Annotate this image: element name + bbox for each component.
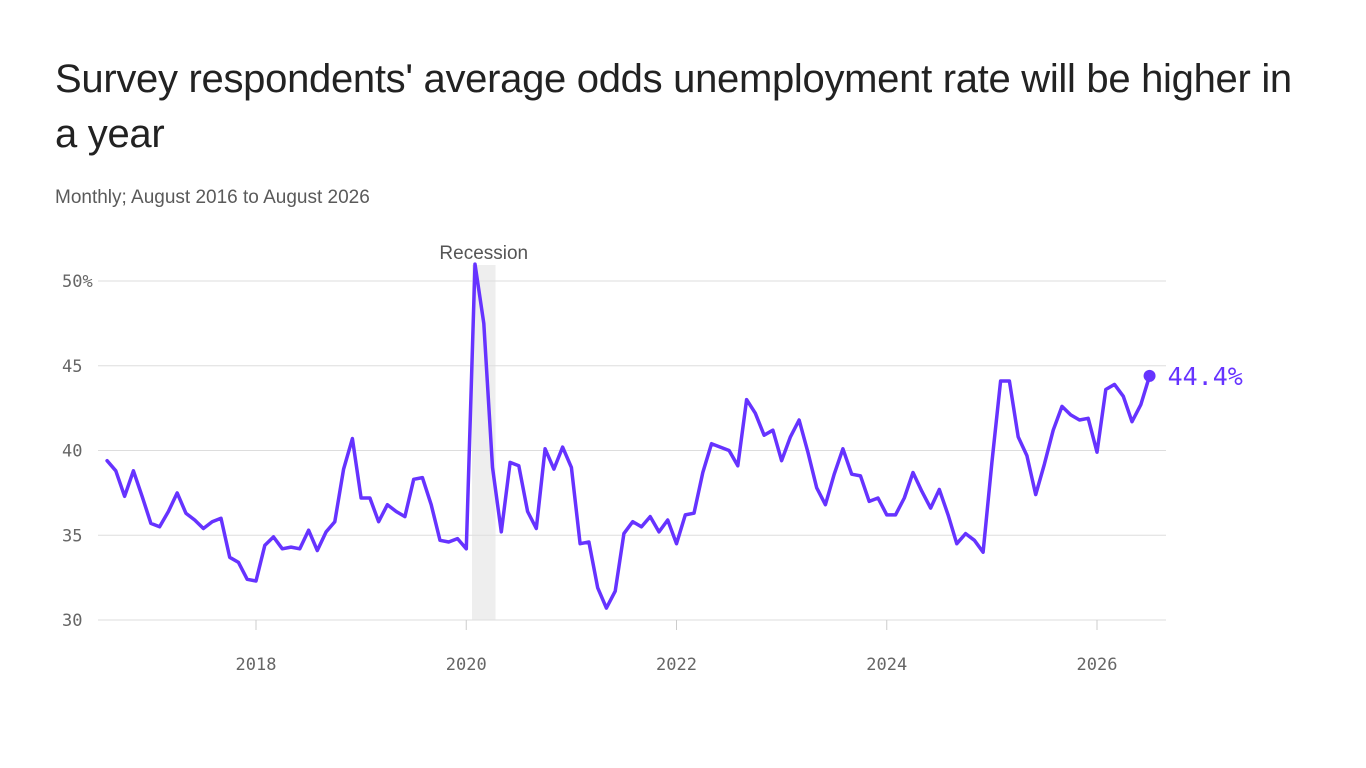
x-tick-label: 2020 bbox=[446, 655, 487, 675]
x-axis: 2018 2020 2022 2024 2026 bbox=[236, 620, 1118, 675]
chart-subtitle: Monthly; August 2016 to August 2026 bbox=[55, 187, 370, 208]
recession-band bbox=[472, 265, 496, 620]
y-tick-label: 45 bbox=[62, 357, 82, 377]
y-tick-label: 35 bbox=[62, 526, 82, 546]
recession-label: Recession bbox=[439, 243, 528, 264]
y-tick-label: 30 bbox=[62, 611, 82, 631]
y-tick-label: 50% bbox=[62, 272, 93, 292]
x-tick-label: 2026 bbox=[1077, 655, 1118, 675]
recession-layer: Recession bbox=[439, 243, 528, 620]
x-tick-label: 2018 bbox=[236, 655, 277, 675]
end-value-label: 44.4% bbox=[1168, 362, 1243, 391]
chart-title: Survey respondents' average odds unemplo… bbox=[55, 57, 1292, 156]
x-tick-label: 2024 bbox=[866, 655, 907, 675]
series-layer: 44.4% bbox=[105, 262, 1243, 610]
y-tick-label: 40 bbox=[62, 442, 82, 462]
end-point-marker bbox=[1143, 369, 1156, 382]
grid-layer bbox=[98, 280, 1166, 621]
y-axis: 50% 45 40 35 30 bbox=[62, 272, 93, 631]
series-line bbox=[105, 262, 1152, 610]
x-tick-label: 2022 bbox=[656, 655, 697, 675]
